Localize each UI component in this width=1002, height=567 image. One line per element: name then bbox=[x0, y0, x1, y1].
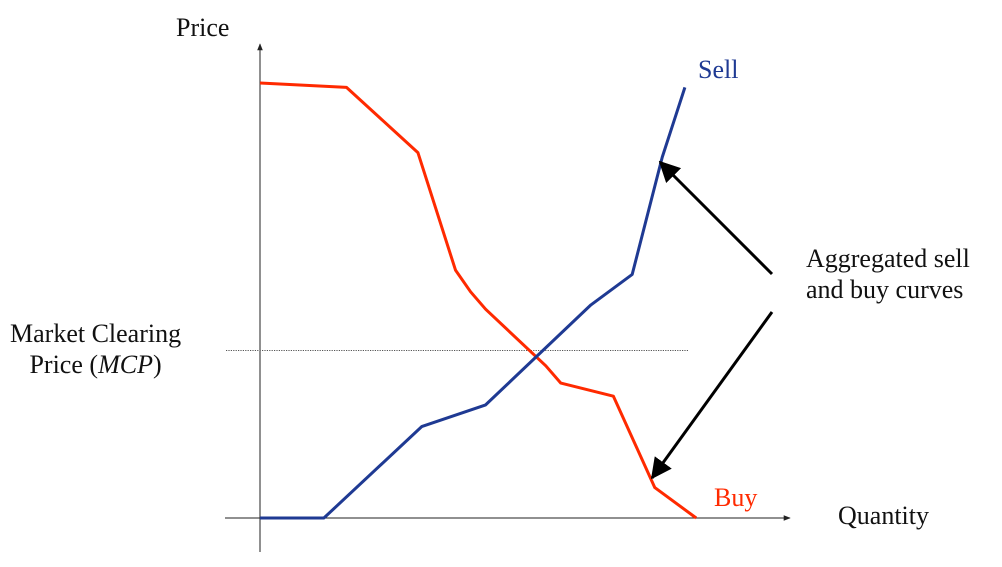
mcp-label-line1: Market Clearing bbox=[10, 319, 182, 348]
mcp-label-line2: Price (MCP) bbox=[29, 350, 162, 380]
buy-curve bbox=[259, 81, 698, 520]
sell-curve bbox=[260, 86, 687, 520]
mcp-abbrev: MCP bbox=[98, 350, 153, 380]
x-axis-label: Quantity bbox=[838, 501, 929, 530]
mcp-label: Market Clearing Price (MCP) bbox=[10, 318, 181, 380]
annotation-arrow-sell bbox=[658, 160, 774, 276]
annotation-arrow-buy bbox=[650, 311, 774, 480]
y-axis-label: Price bbox=[176, 13, 230, 42]
sell-curve-label: Sell bbox=[698, 55, 739, 84]
annotation-line2: and buy curves bbox=[806, 275, 964, 305]
annotation-line1: Aggregated sell bbox=[806, 244, 970, 273]
annotation-label: Aggregated sell and buy curves bbox=[806, 243, 970, 305]
buy-curve-label: Buy bbox=[714, 483, 758, 512]
